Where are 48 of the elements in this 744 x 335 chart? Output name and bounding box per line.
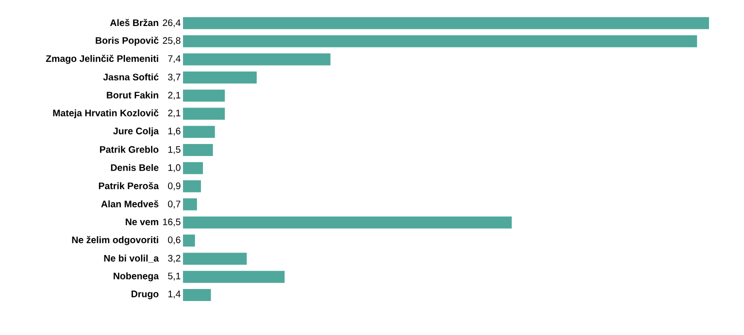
y-tick-label: Alan Medveš: [101, 200, 158, 208]
bar: [183, 71, 257, 84]
y-tick-label: Denis Bele: [111, 164, 158, 171]
data-label: 1,4: [168, 290, 181, 298]
bar: [183, 198, 197, 210]
bar: [183, 180, 201, 192]
data-label: 0,7: [168, 200, 180, 208]
data-label: 0,9: [168, 182, 180, 190]
bar: [183, 162, 203, 174]
bar: [183, 270, 285, 283]
bar: [183, 126, 215, 138]
bar: [183, 216, 512, 228]
bar: [183, 35, 698, 48]
y-tick-label: Ne vem: [126, 218, 158, 226]
data-label: 3,7: [168, 74, 180, 82]
data-label: 26,4: [162, 19, 181, 28]
data-label: 1,5: [168, 146, 180, 154]
bar: [183, 53, 330, 66]
y-tick-label: Boris Popovič: [96, 36, 159, 46]
bar: [183, 144, 213, 156]
y-tick-label: Ne bi volil_a: [104, 254, 159, 263]
data-label: 5,1: [168, 272, 180, 280]
y-tick-label: Ne želim odgovoriti: [72, 236, 158, 246]
y-tick-label: Borut Fakin: [106, 92, 158, 98]
bar: [183, 234, 195, 247]
bar: [183, 17, 710, 30]
y-tick-label: Aleš Bržan: [110, 18, 158, 26]
y-tick-label: Jasna Softić: [103, 73, 159, 80]
data-label: 2,1: [168, 92, 180, 100]
data-label: 7,4: [168, 55, 181, 64]
y-tick-label: Drugo: [132, 290, 158, 300]
y-tick-label: Nobenega: [114, 272, 159, 282]
data-label: 0,6: [168, 236, 180, 244]
data-label: 25,8: [162, 37, 180, 45]
data-label: 2,1: [168, 110, 180, 118]
y-tick-label: Patrik Peroša: [98, 182, 159, 190]
data-label: 1,6: [168, 128, 180, 136]
data-label: 1,0: [168, 164, 180, 172]
bar: [183, 108, 225, 120]
y-tick-label: Jure Colja: [113, 127, 159, 136]
y-tick-label: Zmago Jelinčič Plemeniti: [46, 54, 158, 64]
data-label: 3,2: [168, 254, 180, 263]
bar: [183, 252, 247, 265]
data-label: 16,5: [163, 218, 180, 226]
y-tick-label: Patrik Greblo: [100, 146, 158, 153]
bar: [183, 90, 225, 102]
bar: [183, 288, 211, 301]
y-tick-label: Mateja Hrvatin Kozlovič: [53, 109, 159, 118]
